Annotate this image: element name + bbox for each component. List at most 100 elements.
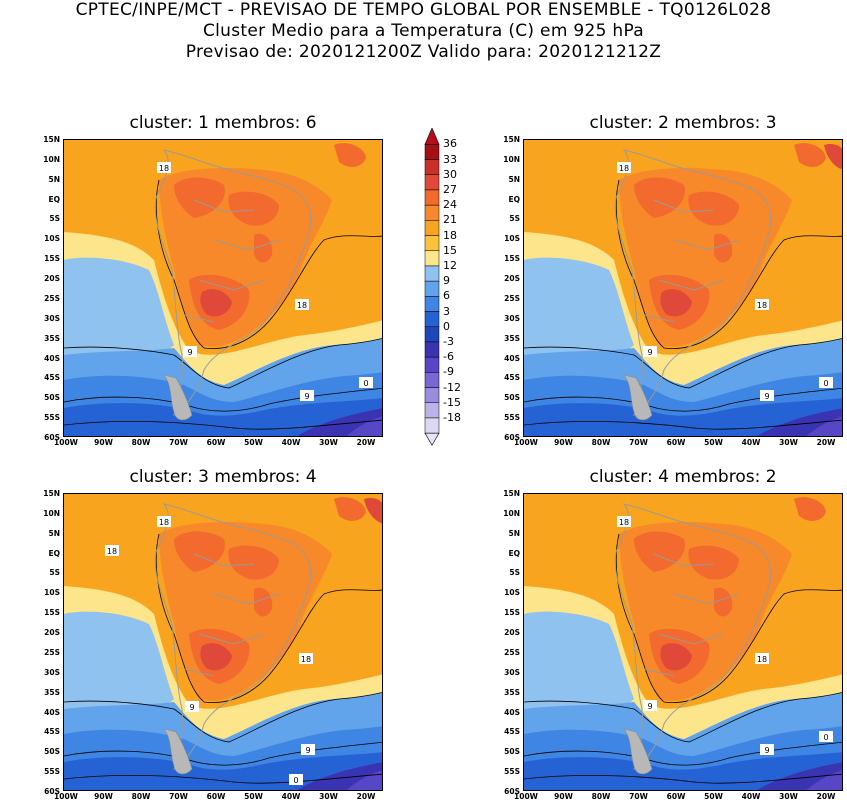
latitude-tick-label: 5N <box>48 174 61 184</box>
header-line-3: Previsao de: 2020121200Z Valido para: 20… <box>185 42 662 62</box>
contour-label: 18 <box>299 653 313 664</box>
contour-label: 9 <box>185 701 199 712</box>
latitude-tick-label: 5S <box>49 568 60 578</box>
contour-label: 18 <box>157 162 171 173</box>
latitude-tick-label: 20S <box>504 274 520 284</box>
longitude-tick-label: 80W <box>131 792 151 801</box>
longitude-tick-label: 60W <box>206 438 226 447</box>
colorbar-segment <box>424 311 440 328</box>
latitude-tick-label: 50S <box>44 393 60 403</box>
colorbar-tick-label: 36 <box>443 137 457 151</box>
contour-label: 9 <box>301 744 315 755</box>
latitude-tick-label: 50S <box>504 393 520 403</box>
svg-text:0: 0 <box>823 379 828 388</box>
latitude-tick-label: 45S <box>504 727 520 737</box>
svg-text:18: 18 <box>301 655 311 664</box>
svg-text:18: 18 <box>159 518 169 527</box>
colorbar-segment <box>424 144 440 160</box>
longitude-tick-label: 40W <box>281 438 301 447</box>
latitude-tick-label: EQ <box>48 194 61 204</box>
latitude-tick-label: 15S <box>504 254 520 264</box>
longitude-tick-label: 60W <box>666 438 686 447</box>
svg-text:18: 18 <box>107 547 117 556</box>
latitude-tick-label: 55S <box>44 413 60 423</box>
longitude-tick-label: 90W <box>94 438 113 447</box>
colorbar-tick-label: -18 <box>443 410 461 424</box>
longitude-tick-label: 50W <box>704 438 723 447</box>
colorbar-tick-label: 15 <box>443 243 457 257</box>
longitude-tick-label: 20W <box>816 438 836 447</box>
svg-text:9: 9 <box>305 746 310 755</box>
longitude-tick-label: 30W <box>319 792 338 801</box>
latitude-tick-label: 5N <box>508 528 521 538</box>
longitude-tick-label: 50W <box>244 792 263 801</box>
latitude-tick-label: 20S <box>44 628 60 638</box>
longitude-tick-label: 90W <box>94 792 113 801</box>
header-line-1: CPTEC/INPE/MCT - PREVISAO DE TEMPO GLOBA… <box>75 0 772 20</box>
longitude-tick-label: 70W <box>169 438 188 447</box>
latitude-tick-label: 20S <box>44 274 60 284</box>
latitude-tick-label: 10S <box>44 588 60 598</box>
svg-text:9: 9 <box>187 348 192 357</box>
colorbar-segment <box>424 417 440 434</box>
latitude-tick-label: 15S <box>44 254 60 264</box>
svg-text:18: 18 <box>757 301 767 310</box>
latitude-tick-label: 45S <box>44 727 60 737</box>
latitude-tick-label: 15N <box>43 489 60 498</box>
latitude-tick-label: 15S <box>44 608 60 618</box>
colorbar-tick-label: 18 <box>443 228 457 242</box>
svg-text:18: 18 <box>619 164 629 173</box>
svg-text:18: 18 <box>757 655 767 664</box>
contour-label: 18 <box>755 653 769 664</box>
latitude-tick-label: 40S <box>504 353 520 363</box>
contour-label: 18 <box>617 516 631 527</box>
contour-label: 9 <box>760 744 774 755</box>
latitude-tick-label: 60S <box>504 433 520 442</box>
latitude-tick-label: 25S <box>504 293 520 303</box>
colorbar-tick-label: 21 <box>443 213 457 227</box>
latitude-tick-label: 30S <box>504 667 520 677</box>
latitude-tick-label: EQ <box>48 548 61 558</box>
latitude-tick-label: 40S <box>44 707 60 717</box>
latitude-tick-label: 25S <box>44 293 60 303</box>
latitude-tick-label: 5S <box>49 214 60 224</box>
latitude-tick-label: 10S <box>44 234 60 244</box>
colorbar-tick-label: 0 <box>443 319 450 333</box>
latitude-tick-label: 15N <box>43 135 60 144</box>
latitude-tick-label: 5N <box>508 174 521 184</box>
latitude-tick-label: 10N <box>503 508 520 518</box>
panel-title: cluster: 4 membros: 2 <box>589 467 777 487</box>
latitude-tick-label: 15N <box>503 489 520 498</box>
longitude-tick-label: 50W <box>704 792 723 801</box>
colorbar-segment <box>424 265 440 282</box>
contour-label: 9 <box>183 346 197 357</box>
temperature-map: 18 18 18 9 9 0 <box>63 493 383 791</box>
latitude-tick-label: 15N <box>503 135 520 144</box>
colorbar-tick-label: -12 <box>443 380 461 394</box>
contour-label: 18 <box>617 162 631 173</box>
longitude-tick-label: 90W <box>554 438 573 447</box>
colorbar-bottom-arrow <box>424 432 440 446</box>
longitude-tick-label: 100W <box>54 438 78 447</box>
contour-label: 18 <box>295 299 309 310</box>
panel-title: cluster: 3 membros: 4 <box>129 467 317 487</box>
latitude-tick-label: 20S <box>504 628 520 638</box>
contour-label: 0 <box>359 377 373 388</box>
svg-text:18: 18 <box>297 301 307 310</box>
svg-text:0: 0 <box>823 733 828 742</box>
latitude-tick-label: 10S <box>504 234 520 244</box>
panel-title: cluster: 2 membros: 3 <box>589 113 777 133</box>
longitude-tick-label: 100W <box>514 438 538 447</box>
latitude-tick-label: 45S <box>44 373 60 383</box>
latitude-tick-label: 10N <box>43 154 60 164</box>
contour-label: 0 <box>819 731 833 742</box>
latitude-tick-label: 55S <box>504 767 520 777</box>
longitude-tick-label: 30W <box>779 792 798 801</box>
colorbar-tick-label: -3 <box>443 334 454 348</box>
latitude-tick-label: 30S <box>44 313 60 323</box>
panel-title: cluster: 1 membros: 6 <box>129 113 317 133</box>
latitude-tick-label: 10N <box>43 508 60 518</box>
longitude-tick-label: 70W <box>169 792 188 801</box>
temperature-map: 18 18 9 9 0 <box>523 139 843 437</box>
colorbar-segment <box>424 326 440 343</box>
